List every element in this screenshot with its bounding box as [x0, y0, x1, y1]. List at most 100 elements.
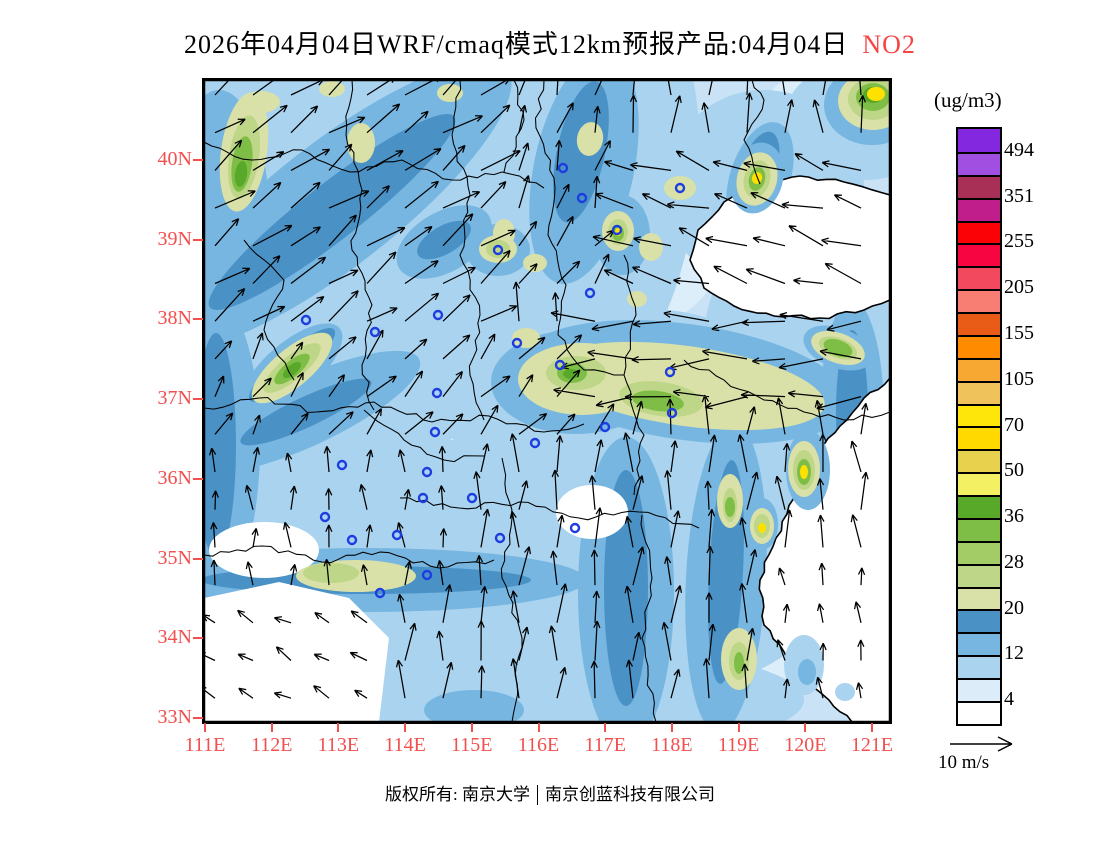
- province-border: [640, 514, 657, 722]
- colorbar-tick-label: 255: [1004, 230, 1034, 253]
- contour-fill-blob: [639, 233, 663, 261]
- colorbar-box: [958, 495, 1000, 518]
- province-border: [399, 497, 700, 529]
- city-marker-icon: [391, 529, 403, 541]
- contour-fill-blob: [242, 91, 280, 113]
- colorbar-box: [958, 266, 1000, 290]
- contour-fill-blob: [758, 523, 766, 533]
- lon-label: 117E: [584, 734, 626, 756]
- colorbar-box: [958, 678, 1000, 701]
- contour-fill-blob: [734, 652, 744, 674]
- city-marker-icon: [374, 587, 386, 599]
- contour-fill-blob: [576, 122, 604, 156]
- colorbar-box: [958, 380, 1000, 404]
- lon-tick: [804, 723, 807, 732]
- contour-fill-blob: [303, 563, 359, 583]
- colorbar-box: [958, 540, 1000, 564]
- city-marker-icon: [554, 359, 566, 371]
- contour-fill-blob: [512, 328, 540, 348]
- contour-fill-blob: [627, 291, 647, 307]
- lat-label: 35N: [157, 546, 192, 569]
- city-marker-icon: [319, 511, 331, 523]
- no2-concentration-wind-map: [204, 80, 890, 722]
- copyright-footer: 版权所有: 南京大学 南京创蓝科技有限公司: [0, 780, 1100, 808]
- colorbar-tick-label: 205: [1004, 276, 1034, 299]
- lon-label: 118E: [651, 734, 693, 756]
- province-border: [683, 359, 890, 421]
- lon-tick: [404, 723, 407, 732]
- colorbar-box: [958, 403, 1000, 427]
- colorbar-tick-label: 36: [1004, 505, 1024, 528]
- colorbar-tick-label: 70: [1004, 413, 1024, 436]
- contour-fill-blob: [208, 114, 456, 310]
- copyright-left: 版权所有: 南京大学: [385, 785, 530, 804]
- colorbar-tick-label: 4: [1004, 688, 1014, 711]
- colorbar-tick-label: 50: [1004, 459, 1024, 482]
- province-border: [243, 239, 295, 381]
- lon-label: 120E: [784, 734, 827, 756]
- contour-fill-blob: [424, 690, 524, 722]
- colorbar-box: [958, 312, 1000, 335]
- colorbar-box: [958, 197, 1000, 221]
- colorbar-tick-label: 155: [1004, 321, 1034, 344]
- city-marker-icon: [300, 314, 312, 326]
- lon-tick: [537, 723, 540, 732]
- city-marker-icon: [576, 192, 588, 204]
- lat-label: 39N: [157, 227, 192, 250]
- colorbar-box: [958, 334, 1000, 358]
- city-marker-icon: [431, 387, 443, 399]
- lon-tick: [270, 723, 273, 732]
- contour-fill-blob: [632, 390, 684, 412]
- city-marker-icon: [369, 326, 381, 338]
- colorbar-box: [958, 700, 1000, 724]
- city-marker-icon: [417, 492, 429, 504]
- city-marker-icon: [492, 244, 504, 256]
- city-marker-icon: [611, 224, 623, 236]
- wind-scale-label: 10 m/s: [938, 752, 990, 773]
- lon-tick: [337, 723, 340, 732]
- city-marker-icon: [432, 309, 444, 321]
- province-border: [451, 80, 485, 421]
- colorbar-tick-label: 105: [1004, 367, 1034, 390]
- lat-label: 38N: [157, 307, 192, 330]
- contour-fill-blob: [319, 81, 345, 97]
- contour-fill-blob: [751, 172, 763, 184]
- city-marker-icon: [421, 569, 433, 581]
- colorbar-tick-label: 351: [1004, 184, 1034, 207]
- lat-label: 40N: [157, 148, 192, 170]
- province-border: [204, 396, 585, 433]
- contour-fill-blob: [209, 522, 319, 578]
- lat-tick: [193, 318, 203, 321]
- province-border: [503, 80, 525, 173]
- lat-tick: [193, 477, 203, 480]
- lon-label: 112E: [250, 734, 293, 756]
- contour-fill-blob: [234, 161, 248, 187]
- contour-fill-blob: [835, 683, 855, 701]
- lon-tick: [470, 723, 473, 732]
- copyright-right: 南京创蓝科技有限公司: [544, 785, 715, 804]
- contour-fill-blob: [204, 333, 236, 557]
- city-marker-icon: [599, 421, 611, 433]
- colorbar-box: [958, 472, 1000, 495]
- lon-label: 114E: [384, 734, 426, 756]
- forecast-map: [202, 78, 892, 724]
- city-marker-icon: [421, 466, 433, 478]
- city-marker-icon: [494, 532, 506, 544]
- colorbar-box: [958, 655, 1000, 678]
- lon-tick: [670, 723, 673, 732]
- city-marker-icon: [674, 182, 686, 194]
- colorbar-box: [958, 129, 1000, 152]
- city-marker-icon: [429, 426, 441, 438]
- city-marker-icon: [346, 534, 358, 546]
- lon-tick: [737, 723, 740, 732]
- lat-tick: [193, 159, 203, 161]
- contour-fill-blob: [800, 465, 808, 479]
- colorbar-tick-label: 494: [1004, 138, 1034, 161]
- colorbar-box: [958, 563, 1000, 587]
- colorbar-box: [958, 174, 1000, 198]
- city-marker-icon: [666, 407, 678, 419]
- colorbar-box: [958, 151, 1000, 175]
- province-border: [557, 334, 624, 376]
- province-border: [204, 545, 495, 569]
